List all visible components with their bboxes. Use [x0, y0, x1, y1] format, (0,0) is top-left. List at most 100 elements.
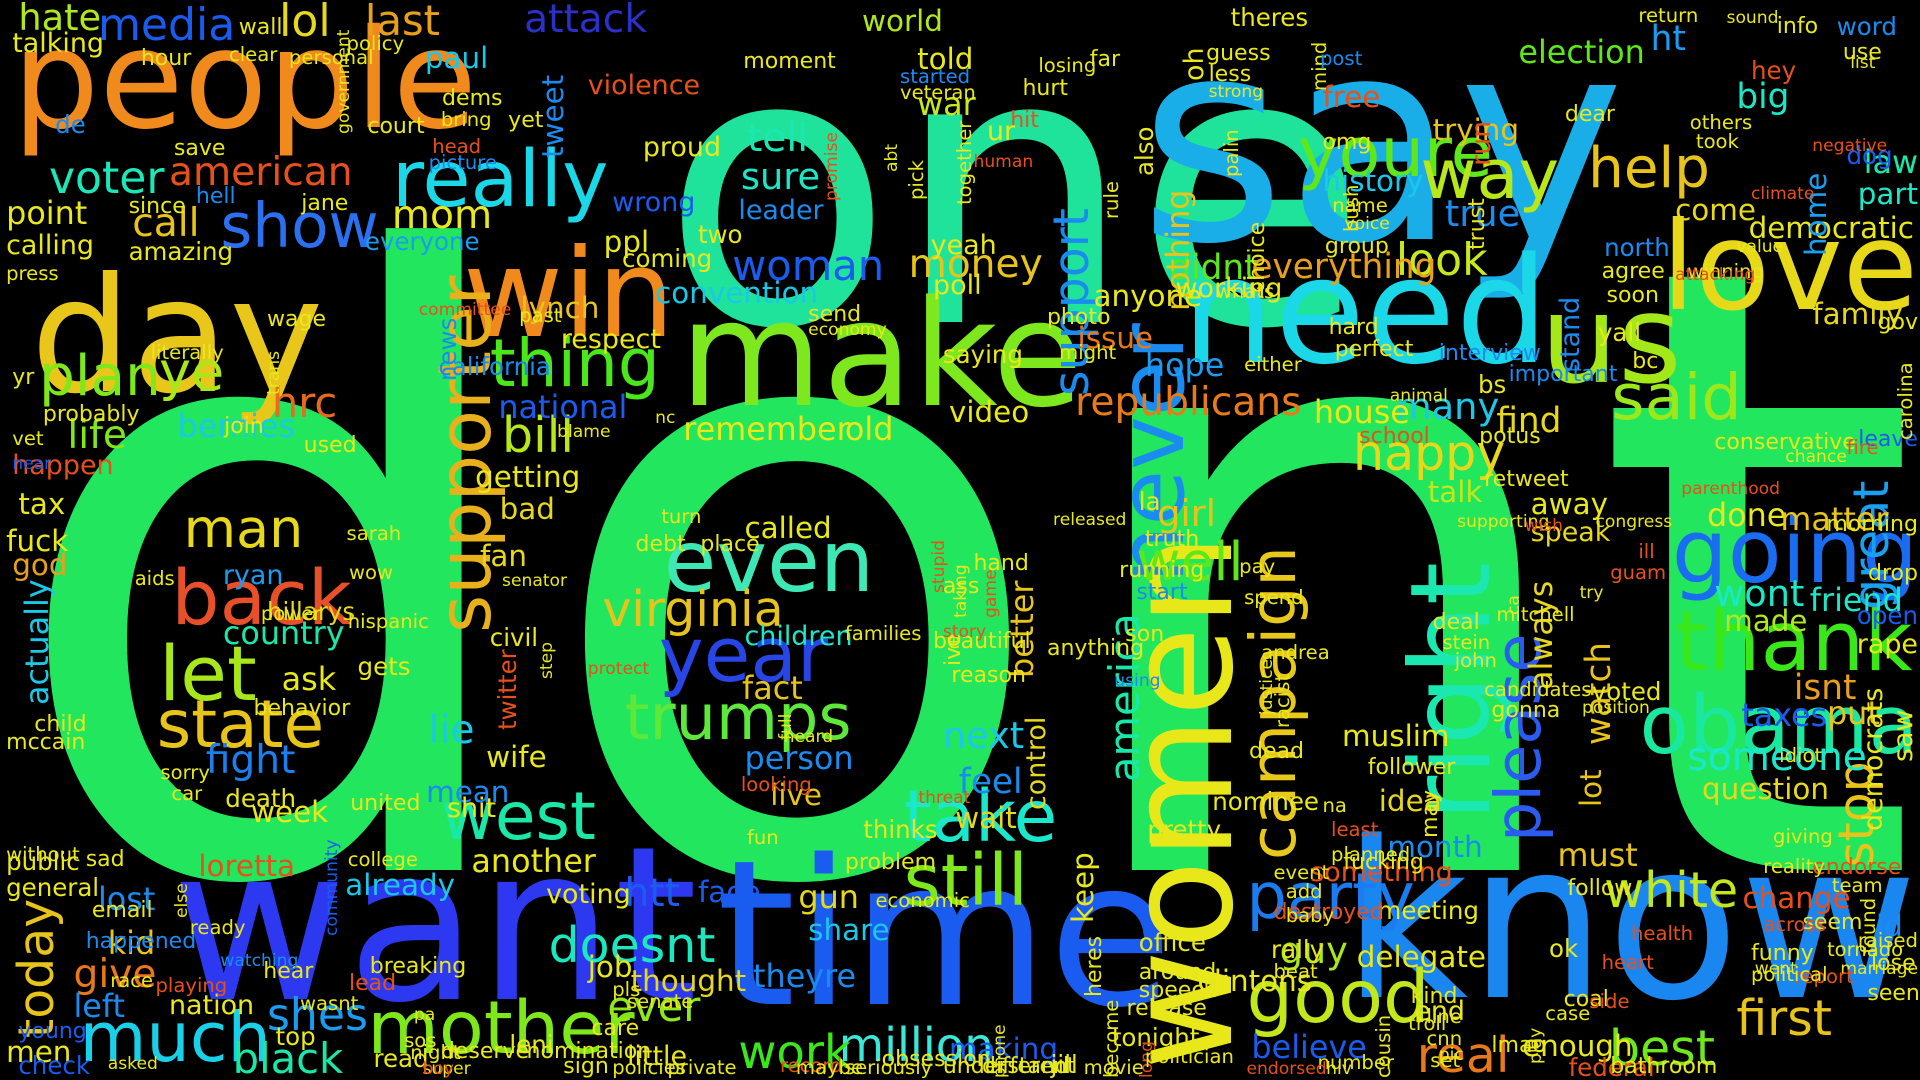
word-fun: fun: [746, 825, 779, 849]
word-head: head: [432, 135, 482, 159]
word-report: report: [1793, 965, 1854, 989]
word-lol: lol: [279, 0, 331, 47]
word-make: make: [679, 268, 1083, 440]
word-election: election: [1518, 32, 1645, 71]
word-hear: hear: [263, 959, 314, 985]
word-jill: jill: [1050, 1050, 1078, 1080]
word-lie: lie: [428, 708, 475, 754]
word-baby: baby: [1285, 904, 1335, 928]
word-photo: photo: [1046, 305, 1111, 331]
word-people: people: [12, 1, 478, 161]
word-bs: bs: [1477, 370, 1507, 400]
word-person: person: [744, 739, 854, 778]
word-candidates: candidates: [1484, 677, 1592, 701]
word-dead: dead: [1248, 738, 1304, 764]
word-shit: shit: [446, 792, 497, 824]
word-beat: beat: [1273, 960, 1318, 984]
word-enough: enough: [1522, 1029, 1633, 1064]
word-yall: yall: [1597, 317, 1642, 347]
word-muslim: muslim: [1342, 719, 1450, 754]
word-stand: stand: [1554, 296, 1586, 373]
word-word: word: [1836, 11, 1897, 41]
word-coal: coal: [1563, 987, 1609, 1013]
word-behavior: behavior: [253, 695, 351, 721]
word-problem: problem: [844, 850, 937, 876]
word-parenthood: parenthood: [1681, 479, 1781, 500]
word-nomination: nomination: [526, 1038, 652, 1064]
word-save: save: [173, 136, 226, 162]
word-law: law: [1863, 142, 1918, 181]
word-hit: hit: [1010, 108, 1039, 134]
word-clintons: clintons: [1197, 964, 1313, 999]
word-school: school: [1359, 424, 1430, 450]
word-moment: moment: [743, 49, 836, 75]
word-work: work: [738, 1024, 851, 1079]
word-tell: tell: [746, 115, 809, 161]
word-dog: dog: [1846, 141, 1893, 171]
word-else: else: [171, 882, 192, 918]
word-private: private: [667, 1056, 737, 1080]
word-california: california: [438, 352, 551, 382]
word-getting: getting: [475, 459, 581, 494]
word-info: info: [1776, 13, 1819, 39]
word-economic: economic: [875, 889, 970, 913]
word-threat: threat: [918, 787, 971, 808]
word-government: government: [333, 29, 354, 134]
word-guam: guam: [1610, 561, 1667, 585]
word-seem: seem: [1802, 910, 1863, 936]
word-many: many: [1395, 385, 1500, 429]
word-turn: turn: [661, 504, 702, 528]
word-drop: drop: [1867, 561, 1918, 587]
word-political: political: [1751, 962, 1828, 986]
word-voted: voted: [1591, 676, 1662, 706]
word-sad: sad: [85, 846, 125, 872]
word-fire: fire: [1846, 436, 1879, 460]
word-playing: playing: [155, 973, 228, 997]
word-hope: hope: [1144, 346, 1225, 385]
word-andrea: andrea: [1261, 640, 1330, 664]
word-record: record: [780, 1053, 843, 1077]
word-fact: fact: [742, 669, 803, 708]
word-big: big: [1736, 76, 1790, 117]
word-share: share: [808, 912, 890, 947]
word-marriage: marriage: [1840, 959, 1918, 980]
word-rape: rape: [1856, 628, 1918, 660]
word-hillarys: hillarys: [266, 597, 356, 626]
word-seriously: seriously: [844, 1056, 933, 1080]
word-promise: promise: [822, 132, 843, 202]
word-men: men: [6, 1035, 72, 1070]
word-palin: palin: [1220, 128, 1244, 177]
word-attack: attack: [524, 0, 648, 42]
word-la: la: [1138, 486, 1161, 516]
word-seen: seen: [1867, 981, 1920, 1007]
word-together: together: [953, 120, 977, 205]
word-gonna: gonna: [1491, 698, 1561, 724]
word-value: value: [1736, 236, 1784, 257]
word-picture: picture: [428, 151, 497, 175]
word-used: used: [303, 432, 357, 458]
word-took: took: [1695, 130, 1739, 154]
word-poll: poll: [933, 270, 982, 302]
word-past: past: [519, 304, 562, 328]
word-trust: trust: [1464, 198, 1490, 250]
word-win: win: [462, 221, 675, 365]
word-sorry: sorry: [160, 760, 210, 784]
word-keep: keep: [1065, 852, 1100, 924]
word-open: open: [1856, 600, 1918, 630]
word-bernies: bernies: [177, 407, 296, 446]
word-john: john: [1454, 649, 1497, 673]
word-trying: trying: [1432, 113, 1520, 148]
word-ye: ye: [159, 340, 225, 404]
word-tonight: tonight: [1111, 1023, 1200, 1053]
word-fuck: fuck: [6, 523, 69, 558]
word-college: college: [347, 847, 418, 871]
word-take: take: [903, 775, 1058, 859]
word-shes: shes: [266, 990, 368, 1042]
word-black: black: [232, 1034, 344, 1080]
word-voting: voting: [546, 878, 631, 910]
word-always: always: [1521, 580, 1560, 691]
word-office: office: [1138, 927, 1206, 957]
word-wasnt: wasnt: [300, 992, 359, 1016]
word-taxes: taxes: [1741, 696, 1828, 735]
word-young: young: [18, 1019, 87, 1045]
